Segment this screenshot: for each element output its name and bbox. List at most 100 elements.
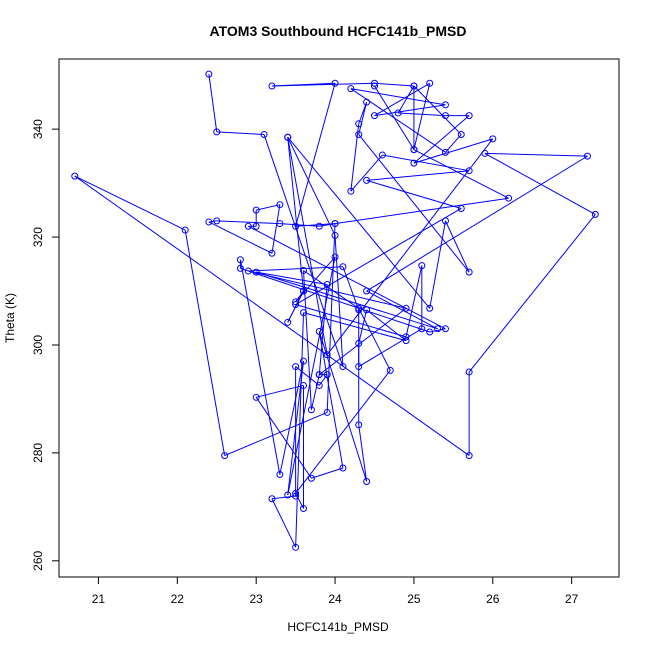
series-line-segment	[295, 366, 320, 386]
data-point	[260, 131, 268, 139]
series-line-segment	[295, 370, 391, 494]
data-point	[583, 152, 591, 160]
data-point	[591, 210, 599, 218]
series-line-segment	[256, 271, 438, 330]
data-point	[292, 489, 300, 497]
data-point	[386, 366, 394, 374]
data-point	[315, 371, 323, 379]
series-line-segment	[413, 115, 470, 164]
y-tick-label: 320	[31, 227, 45, 247]
series-line-segment	[358, 308, 391, 371]
data-point	[370, 82, 378, 90]
data-point	[323, 351, 331, 359]
data-point	[284, 133, 292, 141]
data-point	[181, 226, 189, 234]
series-line-segment	[484, 152, 588, 157]
data-point	[434, 325, 442, 333]
series-line-segment	[295, 256, 336, 303]
data-point	[418, 325, 426, 333]
series-line-segment	[366, 179, 462, 209]
data-point	[355, 131, 363, 139]
series-line-segment	[358, 309, 368, 344]
series-line-segment	[263, 134, 344, 367]
data-point	[323, 408, 331, 416]
data-point	[244, 222, 252, 230]
data-point	[347, 85, 355, 93]
data-point	[213, 128, 221, 136]
series-line-segment	[358, 328, 423, 367]
x-tick-label: 22	[171, 592, 185, 606]
data-point	[221, 452, 229, 460]
data-point	[252, 222, 260, 230]
series-line-segment	[208, 221, 273, 254]
series-line-segment	[397, 85, 415, 114]
series-line-segment	[318, 374, 328, 386]
series-line-segment	[303, 312, 407, 342]
series-line-segment	[295, 312, 305, 548]
data-point	[370, 112, 378, 120]
series-line-segment	[295, 223, 336, 227]
data-point	[410, 159, 418, 167]
data-point	[441, 325, 449, 333]
series-line-segment	[216, 131, 265, 136]
data-point	[300, 309, 308, 317]
data-point	[465, 268, 473, 276]
data-point	[300, 504, 308, 512]
data-point	[355, 363, 363, 371]
data-point	[331, 79, 339, 87]
data-point	[394, 109, 402, 117]
series-line-segment	[326, 223, 336, 413]
data-point	[268, 249, 276, 257]
data-point	[71, 172, 79, 180]
series-line-segment	[318, 331, 368, 482]
series-line-segment	[350, 123, 360, 192]
series-line-segment	[287, 136, 431, 309]
data-point	[339, 363, 347, 371]
series-line-segment	[350, 88, 446, 106]
data-point	[505, 194, 513, 202]
series-line-segment	[295, 304, 407, 338]
data-point	[252, 393, 260, 401]
data-point	[300, 267, 308, 275]
data-point	[378, 151, 386, 159]
y-axis: 260 280 300 320 340	[31, 119, 60, 571]
data-point	[410, 82, 418, 90]
series-line-segment	[342, 266, 360, 311]
x-tick-label: 25	[407, 592, 421, 606]
data-point	[315, 222, 323, 230]
series-line-segment	[326, 138, 494, 355]
data-point	[205, 70, 213, 78]
data-point	[363, 477, 371, 485]
data-point	[363, 176, 371, 184]
data-point	[457, 131, 465, 139]
data-point	[355, 120, 363, 128]
data-point	[307, 474, 315, 482]
series-line-segment	[239, 259, 281, 475]
data-point	[292, 301, 300, 309]
series-line-segment	[248, 266, 343, 272]
series-line-segment	[358, 101, 368, 124]
data-point	[284, 491, 292, 499]
data-point	[213, 217, 221, 225]
series-line-segment	[358, 134, 470, 273]
data-point	[331, 231, 339, 239]
data-point	[339, 263, 347, 271]
series-line-segment	[256, 384, 304, 398]
series-line-segment	[208, 220, 217, 223]
data-point	[457, 204, 465, 212]
data-point	[441, 217, 449, 225]
series-line-segment	[366, 155, 588, 292]
series-line-segment	[295, 208, 462, 305]
x-tick-label: 23	[250, 592, 264, 606]
data-point	[276, 220, 284, 228]
series-line-segment	[271, 204, 281, 254]
series-line-segment	[310, 374, 320, 410]
y-tick-label: 340	[31, 119, 45, 139]
series-line-segment	[271, 82, 375, 87]
series-line-segment	[413, 138, 493, 164]
data-point	[355, 304, 363, 312]
series-line-segment	[318, 331, 344, 469]
data-point	[418, 262, 426, 270]
series-line-segment	[366, 290, 438, 330]
data-point	[292, 492, 300, 500]
